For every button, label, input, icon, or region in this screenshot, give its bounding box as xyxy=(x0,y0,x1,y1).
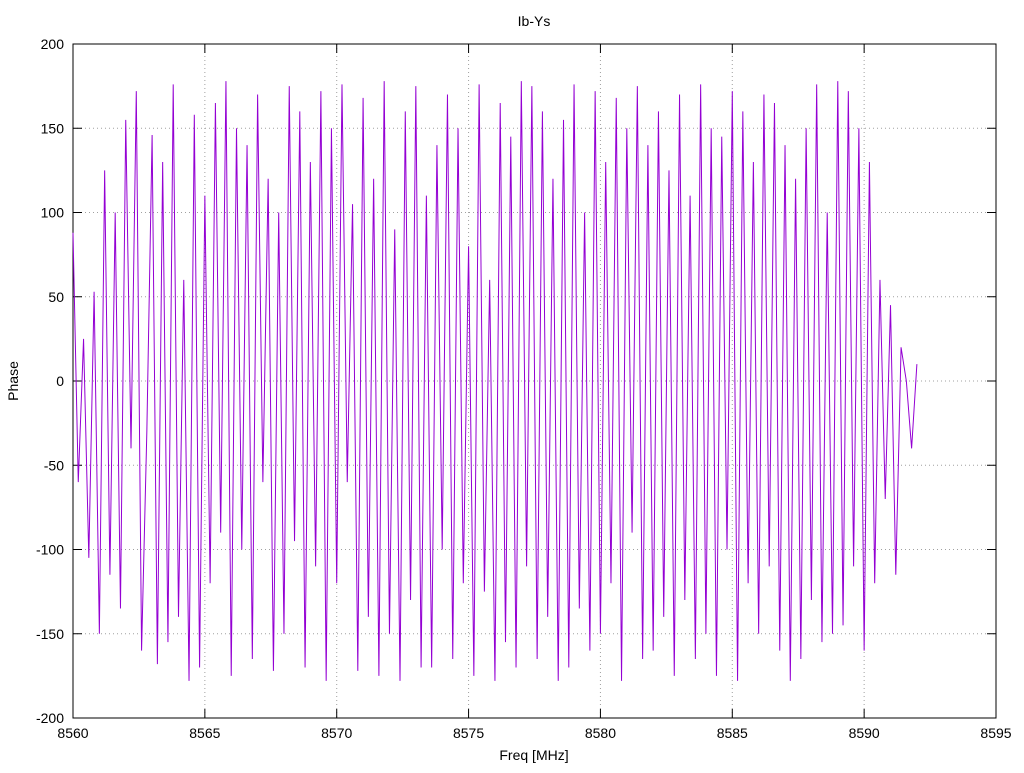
y-tick-label: -50 xyxy=(44,457,64,473)
x-axis-label: Freq [MHz] xyxy=(499,747,568,763)
x-tick-label: 8590 xyxy=(849,725,880,741)
y-tick-label: 100 xyxy=(41,205,65,221)
y-tick-label: -150 xyxy=(36,626,64,642)
data-line xyxy=(72,81,918,681)
x-tick-label: 8575 xyxy=(453,725,484,741)
x-tick-label: 8570 xyxy=(321,725,352,741)
y-tick-label: 50 xyxy=(48,289,64,305)
y-tick-label: -100 xyxy=(36,542,64,558)
y-axis-label: Phase xyxy=(5,361,21,401)
x-tick-label: 8595 xyxy=(980,725,1011,741)
y-tick-label: 200 xyxy=(41,36,65,52)
x-tick-label: 8580 xyxy=(585,725,616,741)
y-tick-label: 150 xyxy=(41,120,65,136)
chart-title: Ib-Ys xyxy=(518,13,551,29)
x-tick-label: 8565 xyxy=(189,725,220,741)
x-tick-label: 8560 xyxy=(57,725,88,741)
y-tick-label: -200 xyxy=(36,710,64,726)
plot-border xyxy=(72,43,997,719)
x-tick-label: 8585 xyxy=(717,725,748,741)
y-tick-label: 0 xyxy=(56,373,64,389)
